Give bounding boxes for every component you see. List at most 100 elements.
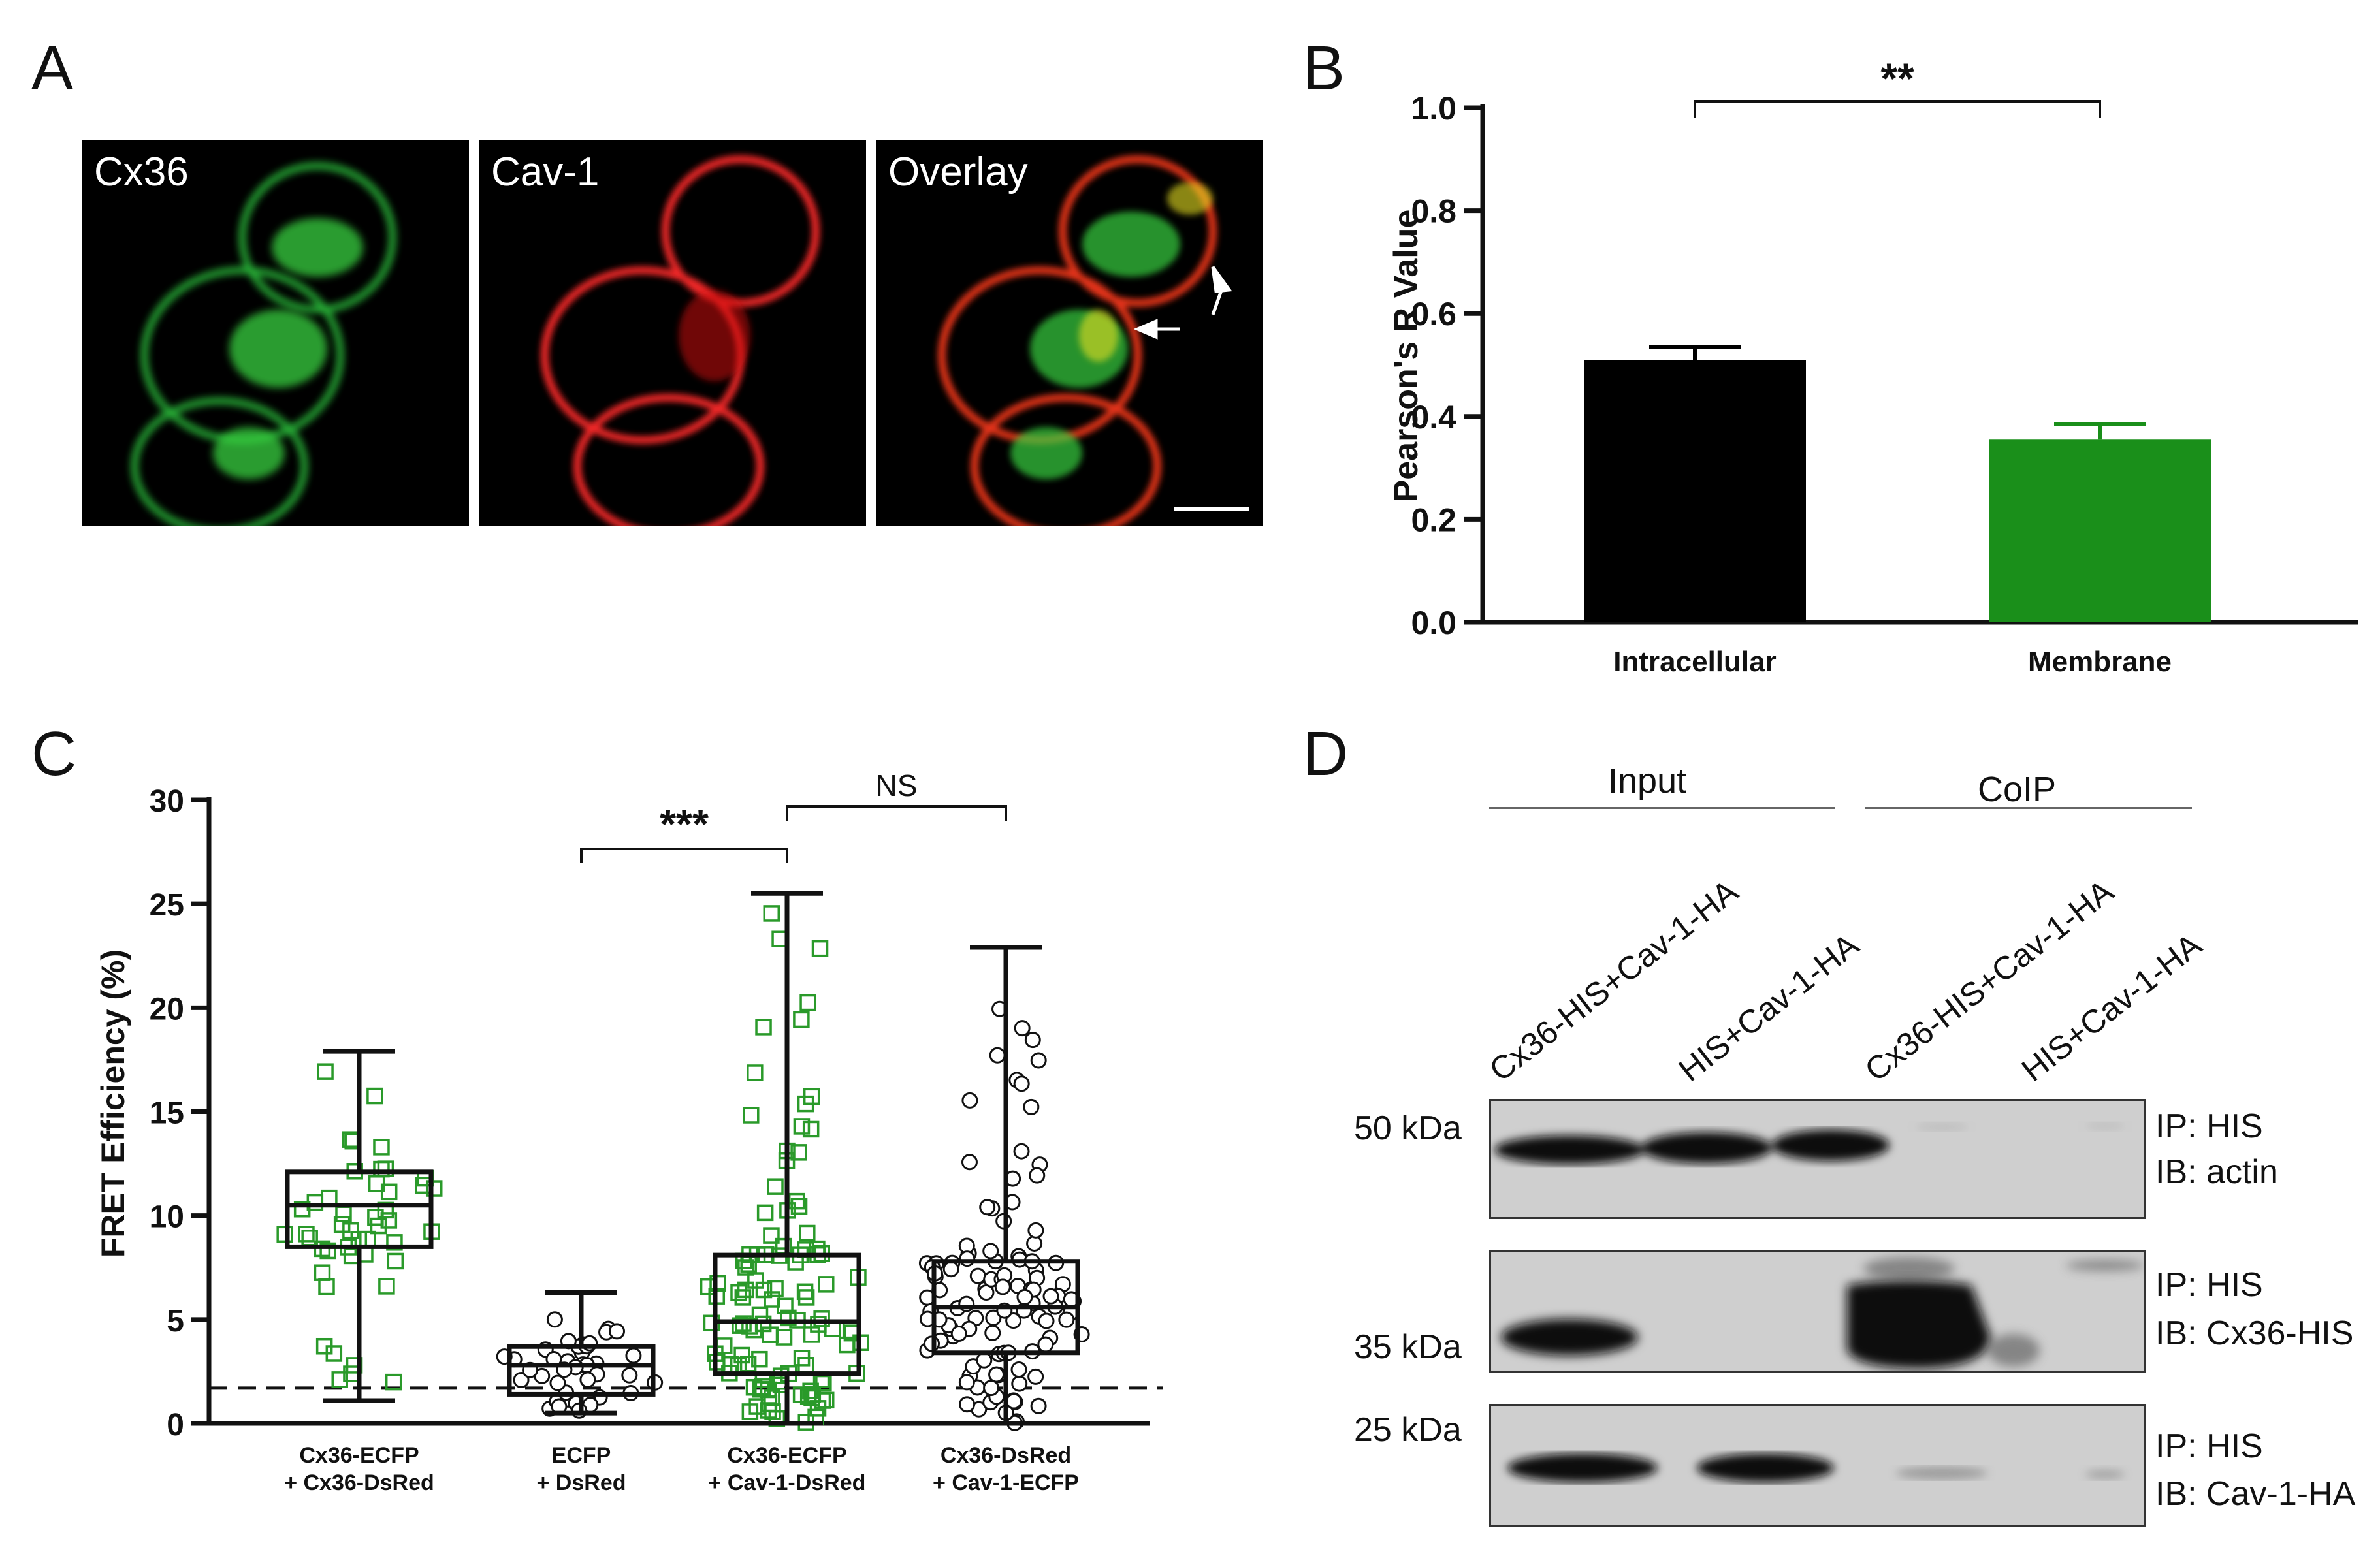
x-category-label-c: Cx36-ECFP — [727, 1443, 846, 1468]
data-point-circle — [950, 1326, 967, 1342]
data-point-circle — [1023, 1098, 1040, 1115]
micrograph-cav1: Cav-1 — [479, 140, 866, 526]
data-point-square — [817, 1391, 835, 1409]
data-point-square — [733, 1346, 750, 1364]
data-point-square — [730, 1284, 747, 1301]
data-point-square — [796, 1283, 814, 1301]
box-iqr — [713, 1252, 861, 1376]
data-point-square — [734, 1289, 752, 1306]
data-point-circle — [942, 1261, 959, 1278]
data-point-square — [797, 1095, 814, 1113]
y-tick-label-c: 0 — [167, 1408, 184, 1442]
data-point-circle — [1037, 1336, 1054, 1353]
y-axis-label-c: FRET Efficiency (%) — [95, 949, 131, 1258]
blot-actin-bands — [1494, 1122, 2125, 1164]
data-point-square — [790, 1198, 808, 1215]
data-point-circle — [1030, 1397, 1047, 1414]
blot-cx36 — [1489, 1250, 2146, 1373]
blot-cx36-ib: IB: Cx36-HIS — [2155, 1314, 2354, 1352]
panel-letter-a: A — [31, 33, 74, 103]
data-point-square — [751, 1350, 768, 1368]
marker-25kda: 25 kDa — [1354, 1411, 1462, 1449]
significance-bracket-c — [786, 805, 1007, 821]
y-tick-label-b: 0.0 — [1411, 605, 1456, 641]
data-point-square — [803, 1326, 820, 1343]
data-point-circle — [1029, 1167, 1046, 1184]
blot-cav1-bands — [1507, 1453, 2125, 1482]
x-category-label-b: Membrane — [2028, 646, 2172, 678]
bar-intracellular — [1584, 360, 1806, 622]
bar-membrane — [1989, 439, 2211, 622]
data-point-square — [793, 1118, 811, 1135]
x-category-label-c: + DsRed — [537, 1470, 626, 1495]
data-point-circle — [1013, 1143, 1030, 1160]
data-point-square — [793, 1011, 810, 1028]
micrograph-cav1-image — [541, 155, 820, 526]
data-point-circle — [1011, 1375, 1028, 1392]
data-point-square — [790, 1144, 807, 1161]
arrow-icon — [1133, 266, 1232, 340]
data-point-circle — [1024, 1032, 1041, 1049]
y-tick-label-c: 30 — [150, 784, 184, 819]
data-point-square — [802, 1120, 820, 1138]
blot-cav1-ip: IP: HIS — [2155, 1427, 2263, 1465]
data-point-square — [792, 1386, 810, 1403]
blot-cx36-bands — [1501, 1257, 2144, 1369]
blot-actin — [1489, 1099, 2146, 1219]
data-point-square — [315, 1337, 333, 1355]
data-point-circle — [961, 1092, 978, 1109]
micrograph-overlay-image — [938, 155, 1249, 526]
data-point-square — [732, 1317, 748, 1334]
significance-label-c: NS — [876, 769, 918, 802]
significance-bracket-c — [580, 848, 788, 863]
data-point-circle — [1005, 1393, 1022, 1410]
marker-50kda: 50 kDa — [1354, 1109, 1462, 1147]
data-point-circle — [1042, 1288, 1059, 1305]
axes-c — [206, 797, 1163, 1426]
y-tick-label-c: 5 — [167, 1304, 184, 1339]
x-category-label-c: + Cav-1-ECFP — [933, 1470, 1079, 1495]
data-point-circle — [625, 1347, 642, 1364]
data-point-square — [314, 1264, 331, 1281]
data-point-circle — [549, 1374, 566, 1391]
y-ticks-b: 0.0 0.2 0.4 0.6 0.8 1.0 — [1411, 90, 1483, 641]
y-tick-label-b: 0.8 — [1411, 193, 1456, 230]
group-line-input — [1489, 807, 1835, 809]
data-point-square — [815, 1374, 832, 1392]
data-point-circle — [579, 1371, 596, 1388]
data-point-square — [788, 1192, 805, 1210]
significance-label-c: *** — [660, 801, 709, 848]
data-point-square — [333, 1216, 351, 1233]
y-tick-label-c: 10 — [150, 1200, 184, 1235]
significance-label-b: ** — [1880, 54, 1914, 103]
data-point-circle — [1014, 1020, 1031, 1037]
x-category-label-c: + Cx36-DsRed — [284, 1470, 434, 1495]
data-point-square — [811, 940, 829, 957]
data-point-square — [797, 1289, 815, 1306]
data-point-circle — [609, 1323, 626, 1340]
data-point-square — [752, 1381, 769, 1398]
data-point-square — [298, 1226, 315, 1243]
data-point-square — [709, 1275, 726, 1292]
y-tick-label-b: 0.4 — [1411, 399, 1456, 436]
blot-actin-ib: IB: actin — [2155, 1153, 2278, 1191]
data-point-circle — [1027, 1222, 1044, 1239]
data-point-circle — [978, 1284, 995, 1301]
data-point-square — [385, 1373, 402, 1391]
micrograph-label-cav1: Cav-1 — [491, 150, 600, 195]
data-point-square — [366, 1087, 383, 1105]
data-point-square — [767, 1178, 784, 1195]
data-point-circle — [1013, 1075, 1030, 1092]
box-iqr — [507, 1344, 656, 1397]
data-point-circle — [969, 1267, 986, 1284]
data-point-circle — [982, 1243, 999, 1260]
y-tick-label-c: 20 — [150, 992, 184, 1026]
micrograph-cx36: Cx36 — [82, 140, 469, 526]
data-point-square — [777, 1297, 794, 1315]
data-point-square — [756, 1204, 774, 1222]
data-point-circle — [513, 1372, 530, 1389]
lane-label-3: Cx36-HIS+Cav-1-HA — [1857, 872, 2121, 1089]
data-point-circle — [959, 1396, 976, 1413]
x-category-label-c: ECFP — [552, 1443, 611, 1468]
